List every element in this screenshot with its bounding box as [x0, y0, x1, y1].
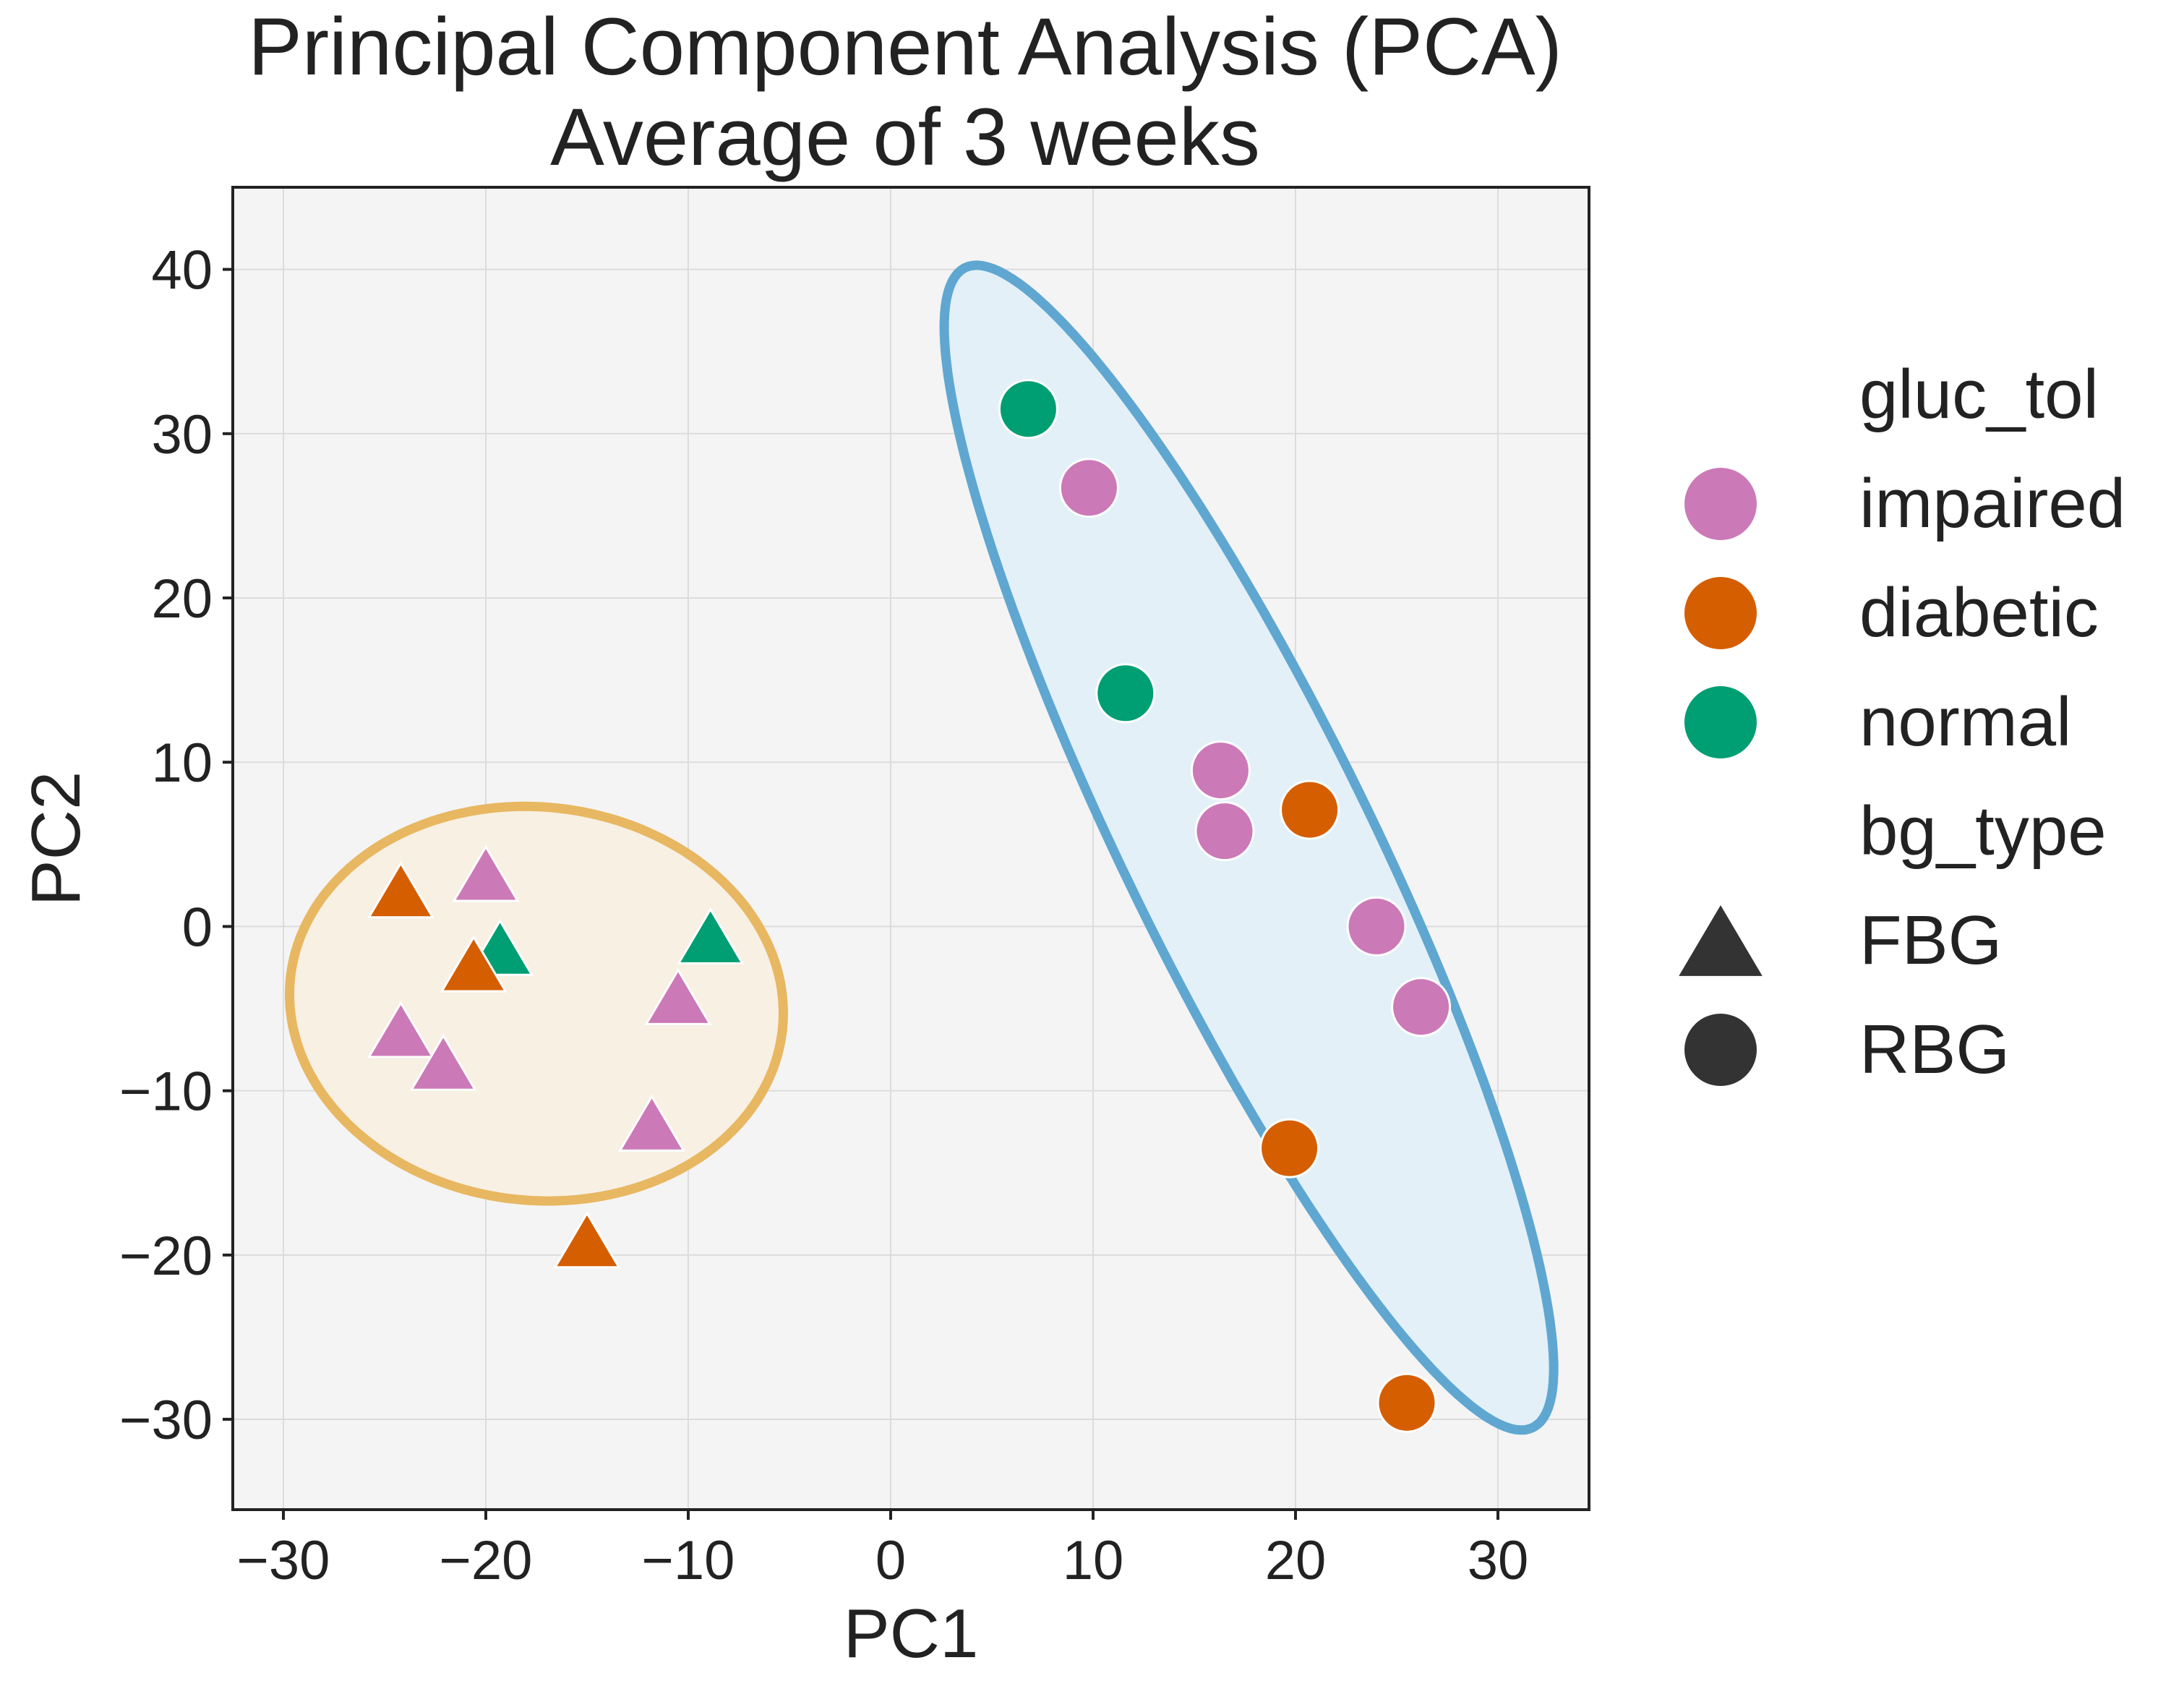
point-rbg-impaired	[1391, 977, 1452, 1038]
legend-label-impaired: impaired	[1859, 465, 2125, 542]
y-tick-label: 20	[151, 568, 213, 630]
x-tick-label: −20	[440, 1530, 533, 1591]
x-tick-label: 10	[1063, 1530, 1124, 1591]
legend-label-diabetic: diabetic	[1859, 574, 2099, 651]
y-axis-ticks: −30 −20 −10 0 10 20 30 40	[119, 240, 233, 1451]
legend-label-rbg: RBG	[1859, 1011, 2010, 1088]
y-tick-label: −20	[119, 1226, 213, 1287]
legend-title-bg-type: bg_type	[1859, 792, 2107, 870]
point-rbg-impaired	[1346, 896, 1407, 957]
x-tick-label: −30	[237, 1530, 330, 1591]
point-rbg-diabetic	[1259, 1118, 1320, 1179]
legend-marker-impaired	[1684, 468, 1757, 540]
legend: gluc_tol impaired diabetic normal bg_type FBG…	[1679, 356, 2125, 1088]
legend-title-gluc-tol: gluc_tol	[1859, 356, 2099, 433]
x-tick-label: 20	[1265, 1530, 1327, 1591]
y-tick-label: 40	[151, 240, 213, 301]
point-fbg-diabetic	[553, 1210, 621, 1269]
y-tick-label: 30	[151, 404, 213, 466]
x-axis-ticks: −30 −20 −10 0 10 20 30	[237, 1510, 1529, 1591]
y-tick-label: −30	[119, 1390, 213, 1451]
point-fbg-diabetic	[440, 935, 508, 993]
legend-label-normal: normal	[1859, 683, 2071, 761]
y-tick-label: 10	[151, 732, 213, 794]
point-rbg-diabetic	[1280, 779, 1340, 840]
plot-frame	[231, 186, 1590, 1511]
point-fbg-impaired	[409, 1033, 477, 1091]
point-rbg-impaired	[1194, 801, 1255, 862]
point-fbg-impaired	[644, 967, 712, 1025]
point-rbg-normal	[998, 379, 1058, 440]
y-tick-label: −10	[119, 1061, 213, 1123]
data-points	[367, 379, 1452, 1433]
point-fbg-diabetic	[367, 861, 435, 919]
y-tick-label: 0	[182, 897, 213, 958]
legend-marker-fbg	[1679, 905, 1763, 976]
y-axis-label: PC2	[17, 771, 95, 907]
x-tick-label: −10	[642, 1530, 735, 1591]
x-tick-label: 30	[1468, 1530, 1529, 1591]
point-rbg-impaired	[1190, 740, 1251, 801]
point-fbg-impaired	[617, 1094, 686, 1152]
chart-title: Principal Component Analysis (PCA)	[248, 1, 1562, 92]
point-rbg-diabetic	[1376, 1372, 1437, 1433]
legend-marker-rbg	[1684, 1014, 1757, 1086]
point-rbg-normal	[1095, 663, 1156, 724]
legend-marker-normal	[1684, 686, 1757, 758]
point-fbg-impaired	[367, 1001, 435, 1058]
chart-subtitle: Average of 3 weeks	[550, 92, 1260, 182]
point-rbg-impaired	[1058, 458, 1119, 518]
x-tick-label: 0	[875, 1530, 906, 1591]
point-fbg-impaired	[452, 844, 520, 902]
legend-marker-diabetic	[1684, 577, 1757, 649]
legend-label-fbg: FBG	[1859, 902, 2002, 979]
point-fbg-normal	[677, 907, 745, 964]
ellipse-fbg	[284, 801, 789, 1206]
x-axis-label: PC1	[844, 1595, 979, 1672]
